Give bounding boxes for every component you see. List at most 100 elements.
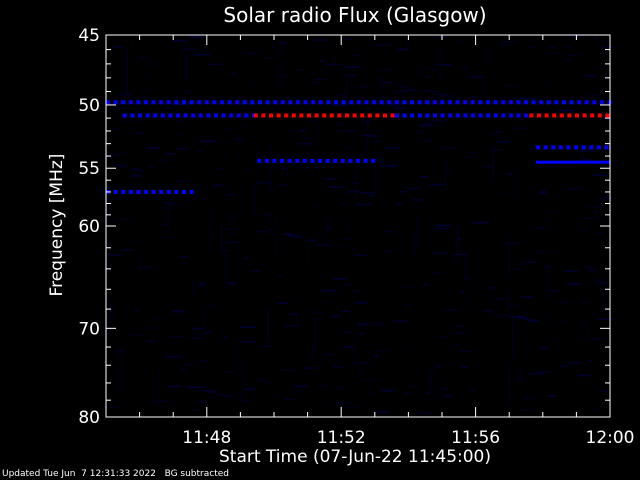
emission-band-segment xyxy=(375,113,380,118)
noise-streak xyxy=(407,35,409,51)
noise-speck xyxy=(334,122,341,124)
noise-speck xyxy=(236,392,242,394)
noise-streak xyxy=(345,72,347,110)
emission-band-segment xyxy=(604,145,609,150)
emission-band-segment xyxy=(291,113,296,118)
emission-band-segment xyxy=(600,100,604,105)
noise-speck xyxy=(382,44,390,46)
y-tick-label: 60 xyxy=(78,217,100,237)
noise-speck xyxy=(197,284,204,287)
noise-speck xyxy=(232,72,237,75)
noise-speck xyxy=(279,41,286,44)
noise-speck xyxy=(571,35,581,38)
noise-speck xyxy=(420,175,428,178)
noise-speck xyxy=(330,363,340,365)
noise-streak xyxy=(508,363,510,407)
noise-speck xyxy=(414,89,418,91)
noise-streak xyxy=(236,338,238,379)
emission-band-segment xyxy=(356,158,360,163)
noise-speck xyxy=(453,345,459,347)
noise-speck xyxy=(337,130,352,132)
noise-speck xyxy=(594,231,603,234)
noise-streak xyxy=(267,309,268,338)
noise-streak xyxy=(445,158,447,189)
noise-speck xyxy=(166,203,183,206)
noise-streak xyxy=(439,90,441,132)
noise-speck xyxy=(129,191,143,194)
emission-band-segment xyxy=(341,100,346,105)
noise-speck xyxy=(168,336,184,338)
noise-speck xyxy=(332,104,347,106)
noise-speck xyxy=(107,406,120,409)
noise-streak xyxy=(139,248,141,268)
emission-band-segment xyxy=(589,145,594,150)
noise-speck xyxy=(334,387,348,390)
noise-streak xyxy=(109,294,111,341)
noise-speck xyxy=(240,326,256,328)
noise-speck xyxy=(186,386,203,389)
emission-band-segment xyxy=(269,113,273,118)
noise-speck xyxy=(174,133,188,135)
noise-speck xyxy=(398,286,408,288)
noise-streak xyxy=(203,302,205,331)
noise-speck xyxy=(490,314,504,317)
noise-speck xyxy=(600,390,611,393)
noise-streak xyxy=(267,306,269,347)
noise-speck xyxy=(599,197,617,199)
emission-band-segment xyxy=(516,100,521,105)
noise-speck xyxy=(557,301,572,304)
noise-speck xyxy=(382,230,396,233)
emission-band-segment xyxy=(577,100,582,105)
noise-streak xyxy=(296,312,298,323)
noise-speck xyxy=(429,119,447,122)
emission-band-segment xyxy=(597,113,602,118)
noise-speck xyxy=(303,108,313,110)
emission-band-segment xyxy=(299,113,304,118)
emission-band-segment xyxy=(334,100,338,105)
noise-streak xyxy=(362,117,364,128)
emission-band-segment xyxy=(486,113,491,118)
noise-streak xyxy=(546,307,548,328)
noise-streak xyxy=(602,276,604,313)
noise-speck xyxy=(476,100,490,103)
noise-streak xyxy=(243,360,245,399)
noise-speck xyxy=(177,115,188,117)
emission-band-segment xyxy=(581,145,586,150)
emission-band-segment xyxy=(455,113,460,118)
noise-streak xyxy=(112,337,114,365)
noise-speck xyxy=(125,108,140,110)
noise-streak xyxy=(357,57,359,71)
noise-speck xyxy=(544,84,550,86)
emission-band-segment xyxy=(128,189,133,194)
noise-speck xyxy=(429,69,439,71)
noise-speck xyxy=(490,149,502,151)
noise-speck xyxy=(592,408,600,411)
emission-band-segment xyxy=(592,100,597,105)
noise-speck xyxy=(379,68,392,71)
noise-speck xyxy=(324,353,334,356)
emission-band-segment xyxy=(144,189,148,194)
emission-band-segment xyxy=(325,158,330,163)
noise-speck xyxy=(414,72,419,75)
noise-streak xyxy=(307,241,309,266)
noise-speck xyxy=(229,218,234,220)
noise-speck xyxy=(347,74,357,77)
noise-speck xyxy=(350,248,355,250)
noise-speck xyxy=(544,265,550,268)
noise-streak xyxy=(223,243,225,291)
noise-speck xyxy=(408,285,413,288)
noise-speck xyxy=(384,165,398,167)
noise-speck xyxy=(222,128,231,131)
emission-band-segment xyxy=(448,113,453,118)
emission-band-segment xyxy=(235,100,240,105)
emission-band-segment xyxy=(261,113,266,118)
noise-speck xyxy=(421,185,437,188)
noise-speck xyxy=(213,184,226,187)
emission-band-segment xyxy=(387,100,392,105)
noise-speck xyxy=(326,227,331,229)
noise-speck xyxy=(201,140,218,143)
noise-speck xyxy=(353,290,361,293)
noise-speck xyxy=(401,86,408,88)
noise-speck xyxy=(541,218,553,220)
noise-speck xyxy=(251,82,257,84)
